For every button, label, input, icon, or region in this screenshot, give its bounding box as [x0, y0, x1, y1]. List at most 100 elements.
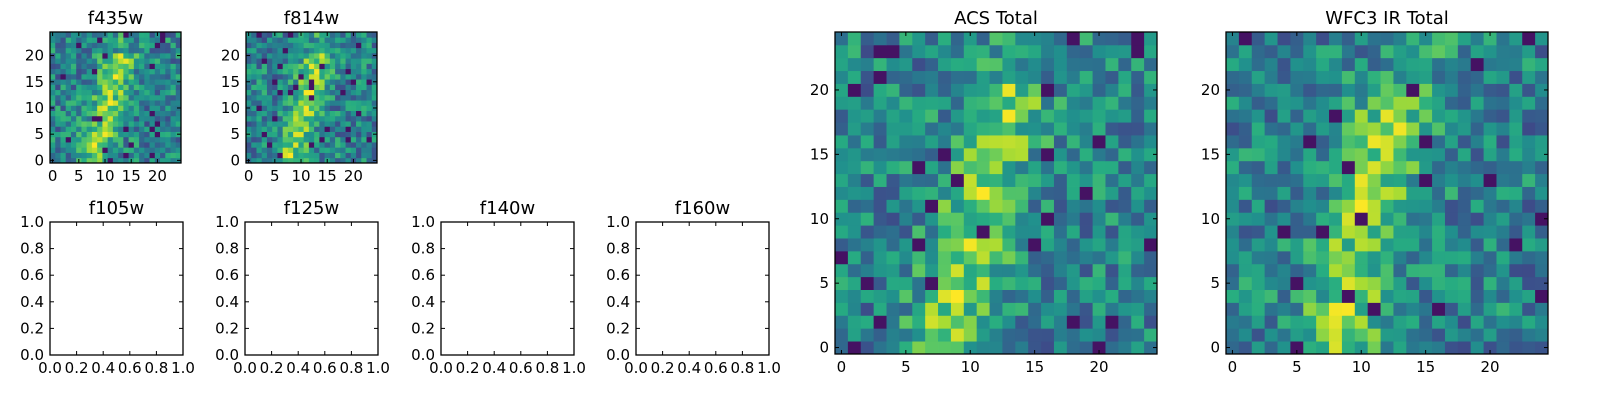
heatmap-cell	[1380, 199, 1394, 213]
heatmap-cell	[1277, 199, 1291, 213]
heatmap-cell	[139, 89, 145, 96]
heatmap-cell	[1535, 276, 1549, 290]
heatmap-cell	[324, 63, 331, 70]
heatmap-cell	[314, 73, 320, 80]
heatmap-cell	[1264, 199, 1278, 213]
heatmap-cell	[81, 105, 88, 111]
heatmap-cell	[251, 157, 257, 164]
heatmap-cell	[282, 89, 289, 96]
heatmap-cell	[340, 115, 346, 122]
heatmap-cell	[963, 173, 978, 187]
x-tick-label: 0.0	[624, 359, 648, 377]
heatmap-cell	[277, 147, 284, 153]
heatmap-cell	[277, 79, 284, 85]
heatmap-cell	[1015, 186, 1029, 200]
heatmap-cell	[1251, 186, 1266, 200]
heatmap-cell	[1393, 135, 1407, 149]
heatmap-cell	[293, 157, 299, 164]
heatmap-cell	[128, 147, 135, 153]
heatmap-cell	[963, 289, 978, 303]
heatmap-cell	[1316, 276, 1330, 290]
heatmap-cell	[175, 89, 182, 96]
heatmap-cell	[1509, 57, 1523, 72]
heatmap-cell	[1290, 289, 1304, 303]
heatmap-cell	[1535, 199, 1549, 213]
heatmap-cell	[76, 63, 82, 70]
heatmap-cell	[319, 37, 325, 43]
heatmap-cell	[314, 47, 320, 54]
heatmap-cell	[165, 142, 171, 148]
heatmap-cell	[319, 89, 325, 96]
axes-frame	[635, 221, 770, 356]
heatmap-cell	[1457, 83, 1472, 97]
heatmap-cell	[303, 152, 310, 159]
heatmap-cell	[133, 142, 140, 148]
heatmap-cell	[835, 160, 849, 175]
heatmap-cell	[886, 160, 900, 175]
y-tick-label: 0.8	[20, 240, 44, 258]
heatmap-cell	[1522, 173, 1536, 187]
heatmap-cell	[261, 121, 268, 127]
heatmap-cell	[266, 89, 273, 96]
heatmap-cell	[272, 136, 278, 143]
heatmap-cell	[886, 250, 900, 265]
heatmap-cell	[1522, 147, 1536, 162]
heatmap-cell	[1277, 83, 1291, 97]
heatmap-cell	[1290, 225, 1304, 239]
heatmap-cell	[1483, 238, 1497, 252]
heatmap-cell	[912, 83, 926, 97]
heatmap-cell	[118, 58, 124, 64]
heatmap-cell	[1144, 276, 1158, 290]
heatmap-cell	[1226, 57, 1240, 72]
heatmap-cell	[1457, 302, 1472, 316]
heatmap-cell	[1329, 186, 1343, 200]
heatmap-cell	[1483, 341, 1497, 355]
heatmap-cell	[1079, 173, 1093, 187]
heatmap-cell	[298, 115, 305, 122]
heatmap-cell	[1277, 238, 1291, 252]
heatmap-cell	[272, 52, 278, 59]
heatmap-cell	[860, 96, 875, 110]
heatmap-cell	[308, 32, 315, 38]
heatmap-cell	[1354, 83, 1369, 97]
heatmap-cell	[60, 68, 67, 75]
heatmap-cell	[170, 131, 177, 138]
heatmap-cell	[899, 122, 913, 136]
heatmap-cell	[345, 37, 352, 43]
heatmap-cell	[1393, 57, 1407, 72]
heatmap-cell	[1041, 199, 1055, 213]
heatmap-cell	[165, 89, 171, 96]
heatmap-cell	[350, 68, 357, 75]
heatmap-cell	[277, 152, 284, 159]
heatmap-cell	[1277, 250, 1291, 265]
heatmap-cell	[1053, 32, 1068, 46]
heatmap-cell	[1041, 96, 1055, 110]
heatmap-cell	[123, 115, 129, 122]
heatmap-cell	[1444, 57, 1459, 72]
heatmap-cell	[303, 58, 310, 64]
axes-frame	[244, 221, 379, 356]
heatmap-cell	[1535, 341, 1549, 355]
y-tick-label: 10	[221, 99, 240, 117]
heatmap-cell	[1457, 186, 1472, 200]
heatmap-cell	[123, 147, 129, 153]
heatmap-cell	[139, 32, 145, 38]
heatmap-cell	[356, 126, 362, 132]
heatmap-cell	[70, 63, 77, 70]
heatmap-cell	[1432, 96, 1446, 110]
heatmap-cell	[308, 152, 315, 159]
heatmap-cell	[293, 42, 299, 49]
heatmap-cell	[282, 73, 289, 80]
heatmap-cell	[314, 115, 320, 122]
heatmap-cell	[1406, 32, 1420, 46]
heatmap-cell	[50, 37, 56, 43]
heatmap-cell	[350, 52, 357, 59]
heatmap-cell	[1457, 225, 1472, 239]
heatmap-cell	[835, 44, 849, 59]
heatmap-cell	[1393, 315, 1407, 329]
heatmap-cell	[139, 157, 145, 164]
heatmap-cell	[1066, 276, 1081, 290]
heatmap-cell	[1053, 96, 1068, 110]
heatmap-cell	[1118, 302, 1132, 316]
